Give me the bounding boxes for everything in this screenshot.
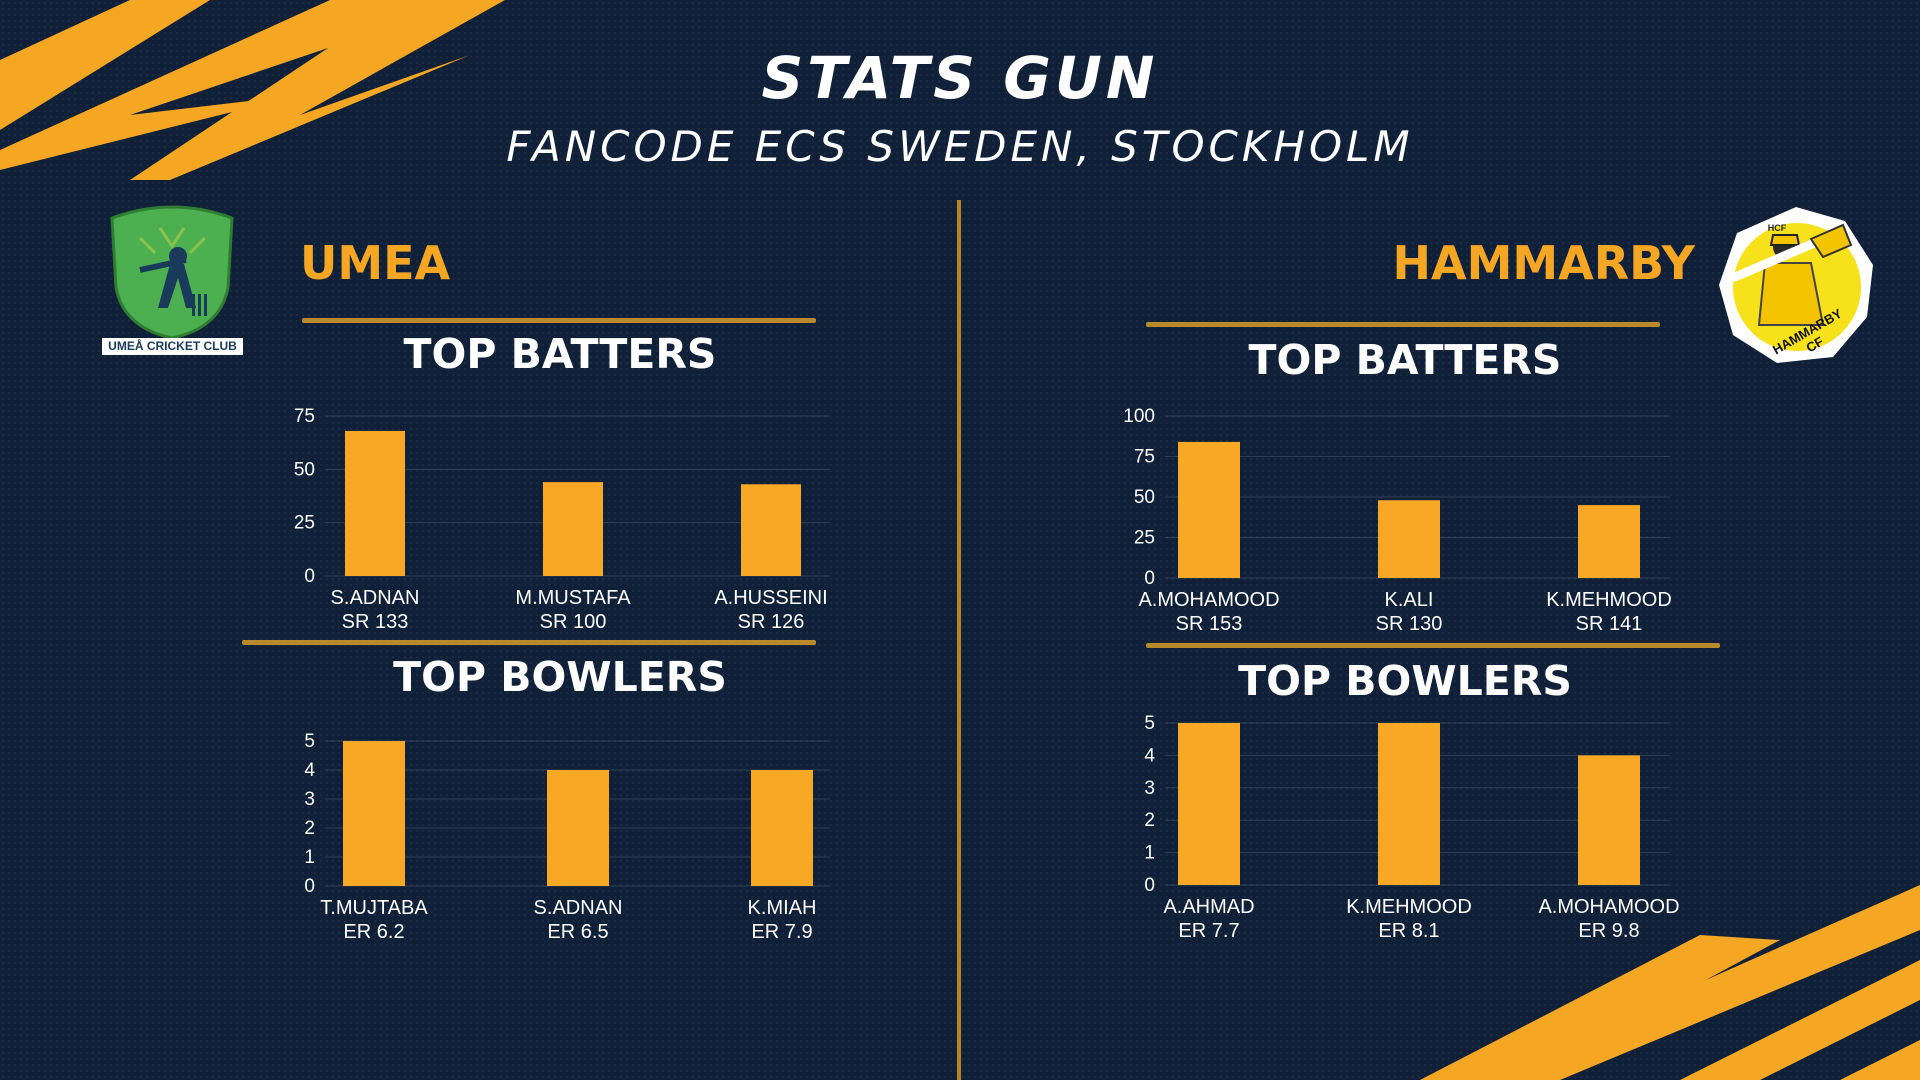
x-category-label: A.MOHAMOOD <box>1138 589 1279 611</box>
bar-kmiah <box>751 770 813 886</box>
umea-header-rule <box>302 318 816 323</box>
team-name-hammarby: HAMMARBY <box>1392 236 1695 290</box>
y-tick-label: 25 <box>294 513 315 534</box>
x-category-label: K.MIAH <box>748 897 817 919</box>
hammarby-section-rule <box>1146 643 1720 648</box>
umea-logo-text: UMEÅ CRICKET CLUB <box>108 339 237 353</box>
x-sublabel: SR 133 <box>342 611 409 633</box>
umea-bowlers-chart: 0 1 2 3 4 5 T.MUJTABA ER 6.2 S.ADNAN ER 6.5 K.MIAH… <box>280 731 840 964</box>
hammarby-bowlers-title: TOP BOWLERS <box>1238 657 1572 705</box>
umea-logo: UMEÅ CRICKET CLUB <box>100 198 245 358</box>
x-sublabel: SR 141 <box>1576 613 1643 635</box>
x-category-label: A.HUSSEINI <box>714 587 827 609</box>
y-tick-label: 50 <box>294 459 315 480</box>
y-tick-label: 75 <box>1134 447 1155 468</box>
x-category-label: T.MUJTABA <box>320 897 428 919</box>
team-name-umea: UMEA <box>300 236 451 290</box>
umea-batters-chart: 0 25 50 75 S.ADNAN SR 133 M.MUSTAFA SR 100 A.HUS… <box>280 406 840 654</box>
x-category-label: K.ALI <box>1385 589 1434 611</box>
page-title: STATS GUN <box>761 44 1159 112</box>
x-sublabel: ER 6.5 <box>547 921 608 943</box>
hammarby-batters-title: TOP BATTERS <box>1248 336 1562 384</box>
bar-aahmad <box>1178 723 1240 885</box>
bar-kmehmood <box>1578 505 1640 578</box>
x-sublabel: ER 7.7 <box>1178 920 1239 942</box>
y-tick-label: 25 <box>1134 528 1155 549</box>
bar-ahusseini <box>741 484 801 576</box>
x-category-label: S.ADNAN <box>534 897 623 919</box>
x-category-label: A.AHMAD <box>1163 896 1254 918</box>
bar-mmustafa <box>543 482 603 576</box>
hammarby-header-rule <box>1146 322 1660 327</box>
x-sublabel: ER 8.1 <box>1378 920 1439 942</box>
center-divider <box>957 200 961 1080</box>
y-tick-label: 0 <box>1144 875 1155 896</box>
hammarby-logo-hcf: HCF <box>1767 223 1787 233</box>
bar-amohamood <box>1578 755 1640 885</box>
umea-bowlers-title: TOP BOWLERS <box>393 653 727 701</box>
y-tick-label: 100 <box>1123 406 1155 427</box>
y-tick-label: 4 <box>1144 745 1155 766</box>
bar-amohamood <box>1178 441 1240 578</box>
x-sublabel: SR 100 <box>540 611 607 633</box>
x-sublabel: SR 153 <box>1176 613 1243 635</box>
x-category-label: M.MUSTAFA <box>515 587 631 609</box>
x-category-label: K.MEHMOOD <box>1546 589 1672 611</box>
x-sublabel: SR 126 <box>738 611 805 633</box>
hammarby-batters-chart: 0 25 50 75 100 A.MOHAMOOD SR 153 K.ALI SR 130 K.M… <box>1120 406 1680 656</box>
y-tick-label: 0 <box>304 876 315 897</box>
y-tick-label: 4 <box>304 760 315 781</box>
y-tick-label: 3 <box>1144 778 1155 799</box>
y-tick-label: 5 <box>1144 713 1155 734</box>
x-category-label: A.MOHAMOOD <box>1538 896 1679 918</box>
x-sublabel: SR 130 <box>1376 613 1443 635</box>
y-tick-label: 1 <box>1144 843 1155 864</box>
y-tick-label: 1 <box>304 847 315 868</box>
y-tick-label: 0 <box>304 566 315 587</box>
y-tick-label: 2 <box>304 818 315 839</box>
y-tick-label: 0 <box>1144 568 1155 589</box>
hammarby-logo: HCF HAMMARBY CF <box>1715 205 1877 367</box>
umea-batters-title: TOP BATTERS <box>403 330 717 378</box>
x-sublabel: ER 7.9 <box>751 921 812 943</box>
y-tick-label: 75 <box>294 406 315 427</box>
bar-sadnan <box>547 770 609 886</box>
x-sublabel: ER 6.2 <box>343 921 404 943</box>
hammarby-bowlers-chart: 0 1 2 3 4 5 A.AHMAD ER 7.7 K.MEHMOOD ER 8.1 A.MOHA… <box>1120 713 1680 963</box>
y-tick-label: 50 <box>1134 487 1155 508</box>
page-subtitle: FANCODE ECS SWEDEN, STOCKHOLM <box>506 122 1414 171</box>
bar-kmehmood <box>1378 723 1440 885</box>
bar-sadnan <box>345 430 405 576</box>
bar-kali <box>1378 500 1440 578</box>
y-tick-label: 2 <box>1144 810 1155 831</box>
x-category-label: S.ADNAN <box>331 587 420 609</box>
bar-tmujtaba <box>343 741 405 886</box>
x-category-label: K.MEHMOOD <box>1346 896 1472 918</box>
y-tick-label: 5 <box>304 731 315 752</box>
x-sublabel: ER 9.8 <box>1578 920 1639 942</box>
umea-section-rule <box>242 640 816 645</box>
y-tick-label: 3 <box>304 789 315 810</box>
